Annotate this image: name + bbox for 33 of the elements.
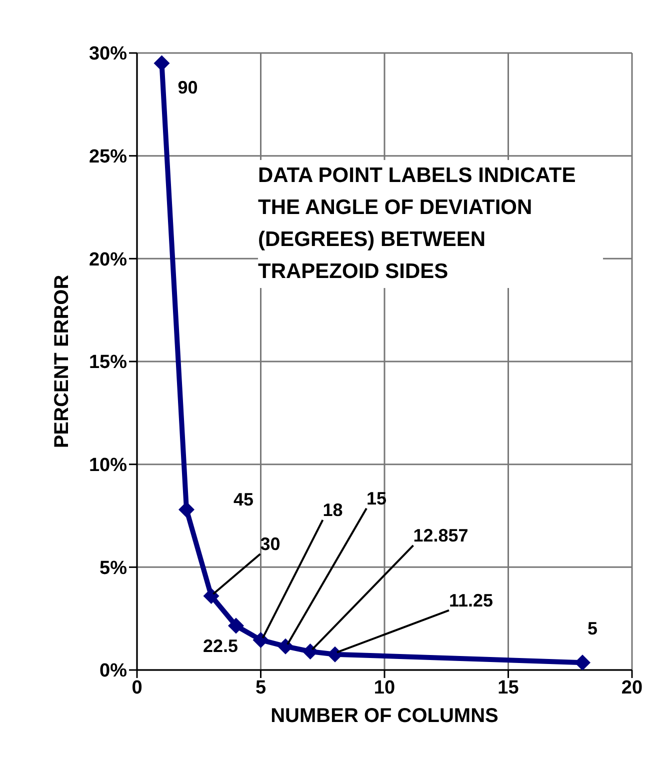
point (252, 632, 269, 648)
y-tick-label: 30% (88, 44, 128, 65)
point (327, 646, 343, 662)
x-axis-title: NUMBER OF COLUMNS (270, 705, 498, 728)
point (154, 55, 170, 72)
x-tick-label: 20 (621, 677, 643, 698)
point (178, 502, 194, 518)
x-tick-label: 15 (498, 677, 520, 698)
annotation: 15 (366, 488, 387, 508)
point (574, 654, 590, 670)
y-tick-label: 15% (88, 352, 128, 374)
y-tick-label: 25% (88, 146, 128, 168)
x-tick-label: 0 (132, 677, 142, 698)
point (228, 618, 244, 634)
y-tick-label: 10% (88, 455, 128, 476)
annotation: 5 (588, 618, 598, 639)
y-tick-label: 20% (88, 249, 128, 270)
annotation: 11.25 (449, 590, 494, 610)
x-tick-label: 10 (374, 677, 396, 698)
y-tick-label: 5% (100, 558, 128, 579)
annotation: 12.857 (413, 525, 468, 546)
annotation: 22.5 (203, 636, 238, 656)
y-axis-title: PERCENT ERROR (51, 274, 74, 448)
point (278, 638, 294, 654)
annotation: DATA POINT LABELS INDICATE THE ANGLE OF DEVIATION (DEGREES) BETWEEN TRAPEZOID SIDES (258, 160, 603, 288)
annotation: 45 (234, 490, 254, 510)
x-tick-label: 5 (255, 677, 266, 698)
y-tick-label: 0% (100, 660, 128, 682)
annotation: 30 (260, 534, 280, 554)
point (203, 588, 220, 604)
annotation: 18 (322, 500, 343, 520)
annotation: 90 (178, 77, 198, 98)
point (302, 643, 318, 660)
